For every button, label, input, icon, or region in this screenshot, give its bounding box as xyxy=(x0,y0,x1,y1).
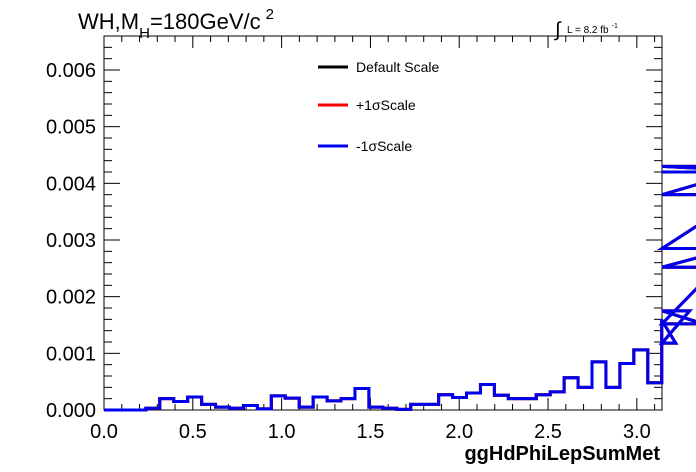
title-rest: =180GeV/c xyxy=(150,9,261,34)
y-tick-label: 0.004 xyxy=(46,173,96,195)
legend-label-default: Default Scale xyxy=(356,59,439,75)
y-tick-label: 0.003 xyxy=(46,230,96,252)
x-tick-label: 1.0 xyxy=(268,421,296,443)
x-axis-label: ggHdPhiLepSumMet xyxy=(464,443,660,465)
y-tick-label: 0.005 xyxy=(46,117,96,139)
lumi-text: L = 8.2 fb xyxy=(567,25,609,36)
legend-label-minus1sigma: -1σScale xyxy=(356,138,412,154)
series-group xyxy=(104,164,696,412)
x-tick-label: 1.5 xyxy=(357,421,385,443)
y-axis: 0.000 0.001 0.002 0.003 0.004 0.005 0.006 xyxy=(46,35,662,422)
series-line-2 xyxy=(104,164,696,412)
y-tick-label: 0.000 xyxy=(46,400,96,422)
x-tick-label: 0.5 xyxy=(179,421,207,443)
x-axis: 0.0 0.5 1.0 1.5 2.0 2.5 3.0 xyxy=(90,36,656,443)
title-main: WH,M xyxy=(78,9,139,34)
legend: Default Scale +1σScale -1σScale xyxy=(318,59,439,154)
x-tick-label: 2.0 xyxy=(445,421,473,443)
lumi-label: L = 8.2 fb -1 xyxy=(567,23,618,36)
y-tick-label: 0.002 xyxy=(46,287,96,309)
x-tick-label: 0.0 xyxy=(90,421,118,443)
legend-label-plus1sigma: +1σScale xyxy=(356,97,416,113)
chart-title: WH,MH=180GeV/c 2 xyxy=(78,6,274,42)
y-tick-label: 0.001 xyxy=(46,343,96,365)
lumi-integral-symbol: ∫ xyxy=(554,19,562,41)
x-tick-label: 3.0 xyxy=(623,421,651,443)
lumi-superscript: -1 xyxy=(612,23,618,30)
y-tick-label: 0.006 xyxy=(46,60,96,82)
plot-frame xyxy=(103,35,663,411)
title-superscript: 2 xyxy=(266,6,274,23)
x-tick-label: 2.5 xyxy=(534,421,562,443)
title-subscript: H xyxy=(139,25,150,42)
